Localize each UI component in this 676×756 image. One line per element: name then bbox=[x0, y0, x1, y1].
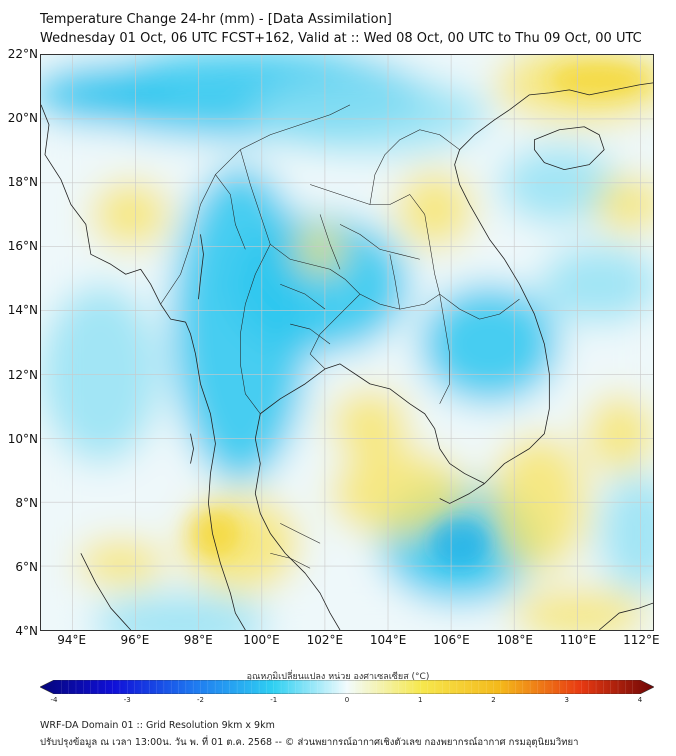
latitude-label: 6°N bbox=[15, 559, 38, 574]
longitude-label: 112°E bbox=[623, 633, 660, 647]
footer-credit: ปรับปรุงข้อมูล ณ เวลา 13:00น. วัน พ. ที่… bbox=[40, 737, 579, 748]
longitude-label: 110°E bbox=[559, 633, 597, 647]
map-title: Temperature Change 24-hr (mm) - [Data As… bbox=[40, 12, 392, 27]
latitude-label: 12°N bbox=[7, 367, 38, 382]
colorbar-tick-label: 2 bbox=[491, 696, 496, 704]
temperature-field bbox=[41, 55, 653, 630]
map-panel bbox=[40, 54, 654, 631]
colorbar-tick-label: -2 bbox=[197, 696, 204, 704]
colorbar-tick-label: 0 bbox=[344, 696, 350, 704]
latitude-label: 14°N bbox=[7, 303, 38, 318]
colorbar bbox=[40, 680, 654, 694]
colorbar-tick-label: 3 bbox=[564, 696, 569, 704]
colorbar-tick-label: 1 bbox=[418, 696, 423, 704]
map-subtitle: Wednesday 01 Oct, 06 UTC FCST+162, Valid… bbox=[40, 31, 642, 46]
longitude-label: 100°E bbox=[243, 633, 280, 647]
footer-model-info: WRF-DA Domain 01 :: Grid Resolution 9km … bbox=[40, 720, 275, 731]
latitude-label: 10°N bbox=[7, 431, 38, 446]
province-borders bbox=[160, 104, 520, 569]
latitude-label: 4°N bbox=[15, 624, 38, 638]
longitude-label: 104°E bbox=[369, 633, 407, 647]
lat-lon-grid bbox=[41, 55, 653, 630]
latitude-label: 16°N bbox=[7, 239, 38, 254]
longitude-label: 96°E bbox=[120, 633, 150, 647]
latitude-label: 20°N bbox=[7, 111, 38, 126]
latitude-label: 8°N bbox=[15, 495, 38, 510]
longitude-label: 102°E bbox=[306, 633, 344, 647]
temperature-change-map bbox=[41, 55, 653, 630]
longitude-label: 108°E bbox=[496, 633, 533, 647]
latitude-label: 18°N bbox=[7, 175, 38, 190]
latitude-label: 22°N bbox=[7, 47, 38, 61]
colorbar-tick-label: -1 bbox=[270, 696, 278, 704]
coastline-lines bbox=[41, 82, 653, 630]
longitude-label: 106°E bbox=[433, 633, 470, 647]
colorbar-tick-label: -4 bbox=[50, 696, 58, 704]
colorbar-tick-label: -3 bbox=[123, 696, 131, 704]
colorbar-tick-label: 4 bbox=[637, 696, 643, 704]
longitude-label: 98°E bbox=[183, 633, 213, 647]
longitude-label: 94°E bbox=[57, 633, 87, 647]
colorbar-label: อุณหภูมิเปลี่ยนแปลง หน่วย องศาเซลเซียส (… bbox=[246, 672, 430, 682]
